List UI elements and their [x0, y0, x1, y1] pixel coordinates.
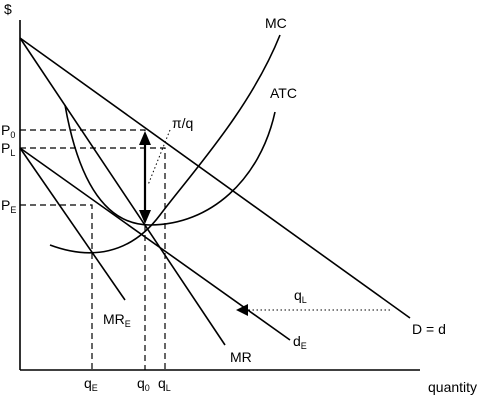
- demand-curve: [19, 37, 411, 319]
- pe-guide: [20, 204, 93, 370]
- de-label: dE: [293, 333, 307, 351]
- price-label: P0: [1, 122, 15, 140]
- mre-curve: [19, 147, 126, 301]
- y-axis-label: $: [4, 1, 12, 17]
- shift-label: qL: [294, 287, 307, 305]
- mc-curve: [49, 34, 281, 254]
- quantity-label: qE: [84, 375, 98, 393]
- x-axis-label: quantity: [428, 379, 477, 395]
- arrowhead: [236, 304, 248, 316]
- demand-label: D = d: [412, 321, 446, 337]
- profit-pointer: [147, 129, 171, 186]
- arrowhead: [139, 131, 151, 145]
- profit-label: π/q: [172, 115, 193, 131]
- price-label: PE: [1, 197, 16, 215]
- arrowhead: [139, 210, 151, 224]
- mr-label: MR: [230, 349, 252, 365]
- price-label: PL: [1, 140, 15, 158]
- mc-label: MC: [265, 15, 287, 31]
- mr-curve: [19, 37, 226, 346]
- de-curve: [19, 147, 291, 341]
- mre-label: MRE: [103, 311, 131, 329]
- pl-guide: [20, 147, 166, 370]
- atc-curve: [64, 104, 276, 226]
- atc-label: ATC: [270, 85, 297, 101]
- quantity-label: qL: [158, 375, 171, 393]
- p0-guide: [20, 129, 146, 370]
- quantity-label: q0: [137, 375, 150, 393]
